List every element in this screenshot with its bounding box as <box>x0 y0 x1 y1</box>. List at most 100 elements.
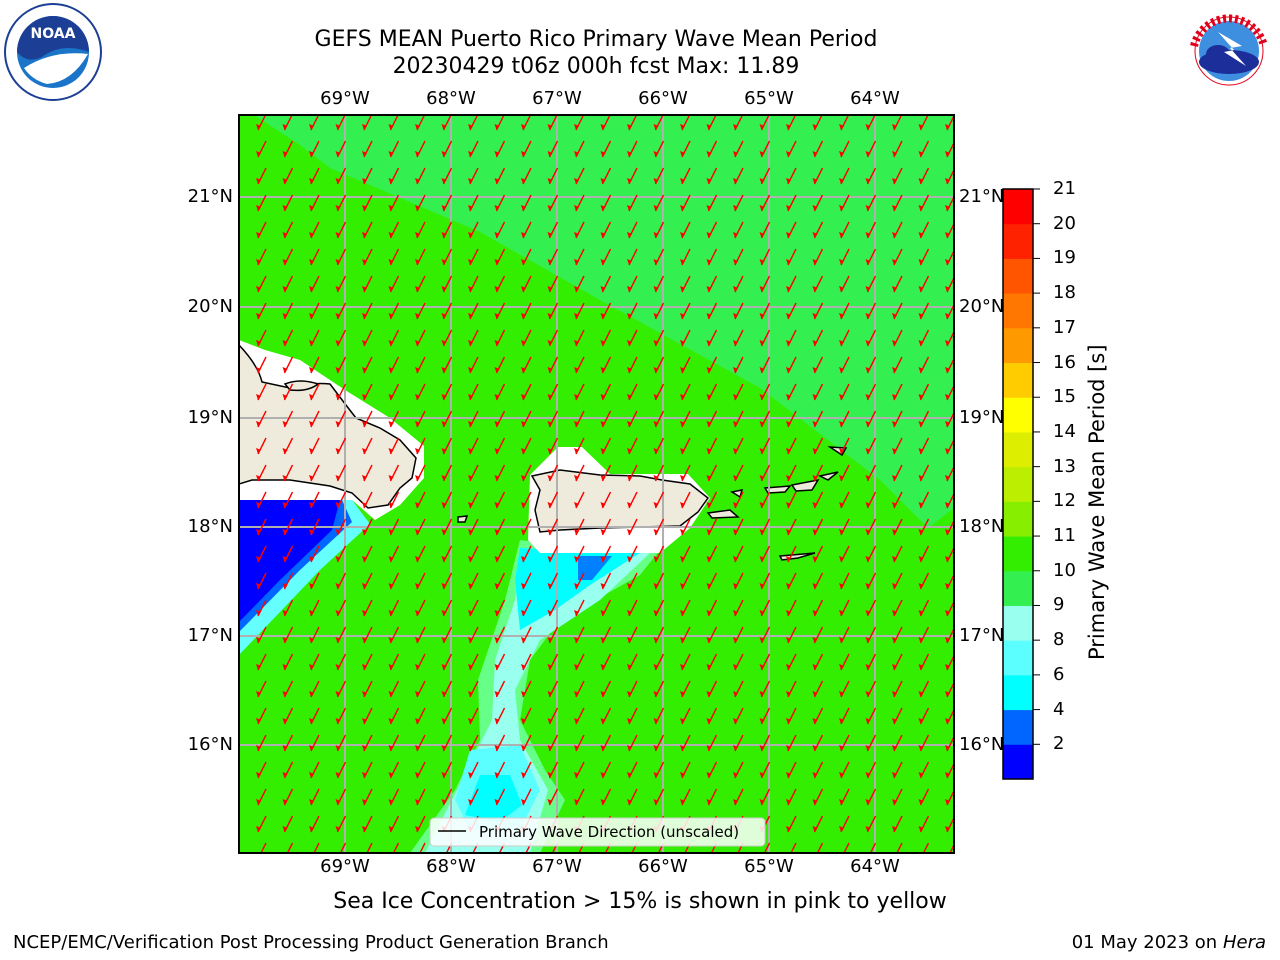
wave-arrow <box>706 653 718 671</box>
wave-arrow <box>362 761 373 779</box>
wave-arrow <box>362 221 373 239</box>
wave-arrow <box>892 518 903 536</box>
wave-arrow <box>759 194 771 212</box>
wave-arrow <box>415 815 426 833</box>
wave-arrow <box>362 680 373 698</box>
wave-arrow <box>627 302 638 320</box>
colorbar-swatch <box>1003 397 1033 433</box>
wave-arrow <box>388 140 400 158</box>
wave-arrow <box>441 167 453 185</box>
wave-arrow <box>362 491 373 509</box>
wave-arrow <box>335 410 347 428</box>
wave-arrow <box>468 572 479 590</box>
wave-arrow <box>362 410 373 428</box>
wave-arrow <box>388 115 399 131</box>
wave-arrow <box>494 437 506 455</box>
wave-arrow <box>733 626 744 644</box>
wave-arrow <box>733 383 744 401</box>
wave-arrow <box>865 248 877 266</box>
wave-arrow <box>309 140 320 158</box>
wave-arrow <box>256 680 267 698</box>
wave-arrow <box>521 653 532 671</box>
wave-arrow <box>415 115 426 131</box>
wave-arrow <box>309 329 320 347</box>
wave-arrow <box>918 302 930 320</box>
wave-arrow <box>759 356 771 374</box>
wave-arrow <box>865 653 877 671</box>
wave-arrow <box>627 383 638 401</box>
noaa-logo: NOAA <box>2 2 104 106</box>
wave-arrow <box>282 572 294 590</box>
wave-arrow <box>892 221 903 239</box>
wave-arrow <box>388 815 400 833</box>
wave-arrow <box>812 248 824 266</box>
wave-arrow <box>282 115 293 131</box>
wave-arrow <box>812 329 824 347</box>
lon-tick-top: 69°W <box>320 88 370 109</box>
wave-arrow <box>574 653 585 671</box>
wave-arrow <box>706 221 718 239</box>
wave-arrow <box>600 761 612 779</box>
wave-arrow <box>839 464 850 482</box>
wave-arrow <box>892 437 903 455</box>
wave-arrow <box>309 545 320 563</box>
wave-arrow <box>706 788 718 806</box>
wave-arrow <box>865 356 877 374</box>
wave-arrow <box>786 572 797 590</box>
wave-arrow <box>574 302 585 320</box>
wave-arrow <box>627 761 638 779</box>
colorbar-swatch <box>1003 501 1033 537</box>
wave-arrow <box>600 734 612 752</box>
wave-arrow <box>388 356 400 374</box>
wave-arrow <box>547 221 559 239</box>
wave-arrow <box>388 707 400 725</box>
wave-arrow <box>653 734 665 752</box>
wave-arrow <box>335 140 347 158</box>
wave-arrow <box>706 572 718 590</box>
wave-arrow <box>865 680 877 698</box>
wave-arrow <box>839 815 850 833</box>
wave-arrow <box>627 275 638 293</box>
wave-arrow <box>812 410 824 428</box>
wave-arrow <box>521 167 532 185</box>
wave-arrow <box>918 140 930 158</box>
wave-arrow <box>468 707 479 725</box>
wave-arrow <box>865 329 877 347</box>
wave-arrow <box>494 194 506 212</box>
wave-arrow <box>309 734 320 752</box>
wave-arrow <box>839 410 850 428</box>
wave-arrow <box>309 491 320 509</box>
wave-arrow <box>600 707 612 725</box>
wave-arrow <box>812 302 824 320</box>
wave-arrow <box>335 626 347 644</box>
wave-arrow <box>415 464 426 482</box>
wave-arrow <box>786 518 797 536</box>
lat-tick-left: 18°N <box>187 516 233 537</box>
wave-arrow <box>918 626 930 644</box>
wave-arrow <box>335 788 347 806</box>
wave-arrow <box>892 167 903 185</box>
wave-arrow <box>918 464 930 482</box>
wave-arrow <box>388 302 400 320</box>
wave-arrow <box>600 302 612 320</box>
wave-arrow <box>415 761 426 779</box>
map-frame <box>238 114 955 854</box>
wave-arrow <box>733 734 744 752</box>
lat-tick-left: 17°N <box>187 625 233 646</box>
wave-arrow <box>335 734 347 752</box>
wave-arrow <box>839 302 850 320</box>
wave-arrow <box>759 707 771 725</box>
wave-arrow <box>733 599 744 617</box>
wave-arrow <box>309 275 320 293</box>
wave-arrow <box>362 815 373 833</box>
wave-arrow <box>256 410 267 428</box>
wave-arrow <box>839 140 850 158</box>
wave-arrow <box>706 275 718 293</box>
wave-arrow <box>282 545 294 563</box>
wave-arrow <box>441 761 453 779</box>
wave-arrow <box>392 842 400 853</box>
wave-arrow <box>441 248 453 266</box>
wave-arrow <box>865 815 877 833</box>
wave-arrow <box>547 302 559 320</box>
wave-arrow <box>812 788 824 806</box>
